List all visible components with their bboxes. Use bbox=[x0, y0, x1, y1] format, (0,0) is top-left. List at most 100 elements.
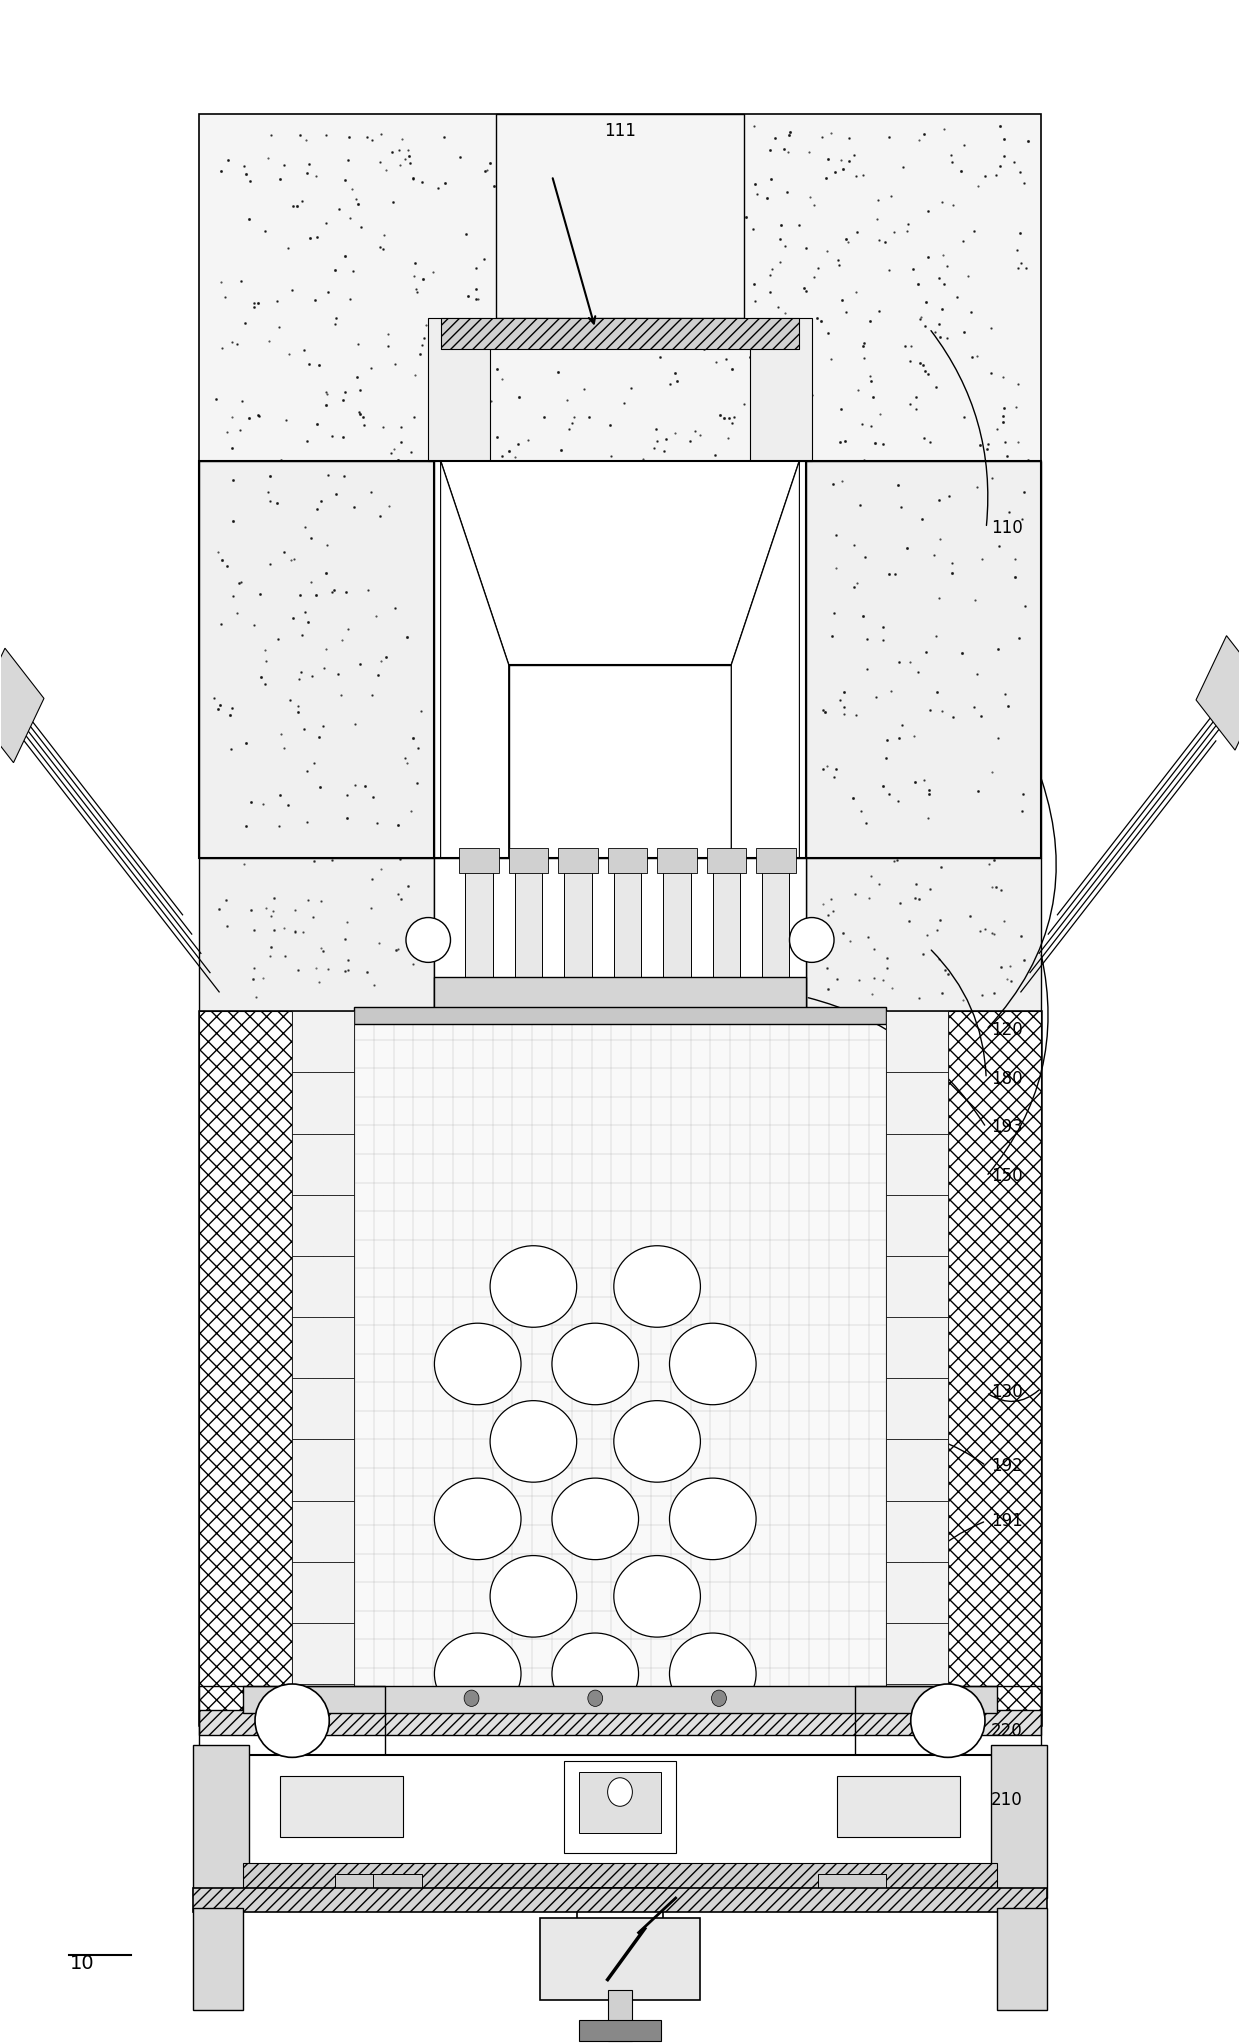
Ellipse shape bbox=[405, 917, 450, 962]
Polygon shape bbox=[1197, 635, 1240, 750]
Ellipse shape bbox=[490, 1246, 577, 1328]
Polygon shape bbox=[440, 462, 508, 858]
Bar bbox=[887, 1561, 947, 1622]
Bar bbox=[293, 1134, 353, 1195]
Bar bbox=[293, 1318, 353, 1379]
Bar bbox=[713, 858, 740, 981]
Bar bbox=[372, 1873, 422, 1890]
Ellipse shape bbox=[490, 1555, 577, 1636]
Bar bbox=[193, 1745, 249, 1898]
Bar bbox=[887, 1073, 947, 1134]
Bar bbox=[818, 1873, 887, 1890]
Bar bbox=[200, 462, 1040, 858]
Bar bbox=[564, 1761, 676, 1853]
Bar bbox=[579, 1771, 661, 1833]
Polygon shape bbox=[0, 648, 43, 762]
Text: 192: 192 bbox=[991, 1457, 1023, 1475]
Bar bbox=[756, 848, 796, 872]
Bar bbox=[887, 1011, 947, 1073]
Bar bbox=[887, 1256, 947, 1318]
Ellipse shape bbox=[670, 1324, 756, 1406]
Text: 193: 193 bbox=[991, 1118, 1023, 1136]
Bar bbox=[657, 848, 697, 872]
Bar bbox=[997, 1908, 1047, 2010]
Bar bbox=[243, 1685, 997, 1712]
Bar bbox=[200, 858, 434, 1011]
Bar bbox=[887, 1622, 947, 1683]
Text: 130: 130 bbox=[991, 1383, 1023, 1401]
Bar bbox=[887, 1134, 947, 1195]
Bar bbox=[440, 319, 800, 349]
Bar bbox=[887, 1318, 947, 1379]
Bar bbox=[614, 858, 641, 981]
Bar bbox=[193, 1908, 243, 2010]
Bar bbox=[508, 848, 548, 872]
Ellipse shape bbox=[608, 1777, 632, 1806]
Ellipse shape bbox=[434, 1324, 521, 1406]
Bar bbox=[887, 1379, 947, 1440]
Bar bbox=[608, 1990, 632, 2041]
Bar bbox=[293, 1379, 353, 1440]
Ellipse shape bbox=[670, 1477, 756, 1559]
Ellipse shape bbox=[552, 1477, 639, 1559]
Ellipse shape bbox=[434, 1477, 521, 1559]
Bar bbox=[200, 114, 1040, 462]
Bar bbox=[465, 858, 492, 981]
Polygon shape bbox=[440, 462, 800, 664]
Bar bbox=[558, 848, 598, 872]
Bar bbox=[608, 848, 647, 872]
Bar bbox=[750, 319, 812, 462]
Bar bbox=[200, 1011, 293, 1724]
Bar bbox=[353, 1007, 887, 1024]
Bar bbox=[336, 1873, 403, 1890]
Bar bbox=[280, 1775, 403, 1837]
Bar bbox=[200, 1710, 1040, 1735]
Bar bbox=[947, 1011, 1040, 1724]
Bar bbox=[200, 1011, 1040, 1724]
Bar bbox=[663, 858, 691, 981]
Text: 180: 180 bbox=[991, 1071, 1023, 1087]
Ellipse shape bbox=[670, 1632, 756, 1714]
Ellipse shape bbox=[255, 1683, 330, 1757]
Bar bbox=[577, 1888, 663, 1990]
Ellipse shape bbox=[552, 1324, 639, 1406]
Text: 10: 10 bbox=[69, 1953, 94, 1974]
Bar bbox=[837, 1775, 960, 1837]
Bar bbox=[856, 1685, 1040, 1755]
Bar bbox=[579, 2021, 661, 2041]
Bar bbox=[564, 858, 591, 981]
Bar bbox=[243, 1755, 997, 1867]
Text: 191: 191 bbox=[991, 1512, 1023, 1530]
Ellipse shape bbox=[614, 1246, 701, 1328]
Ellipse shape bbox=[614, 1401, 701, 1481]
Bar bbox=[293, 1256, 353, 1318]
Bar bbox=[707, 848, 746, 872]
Bar bbox=[200, 1685, 384, 1755]
Ellipse shape bbox=[434, 1632, 521, 1714]
Bar bbox=[293, 1073, 353, 1134]
Bar bbox=[293, 1440, 353, 1500]
Text: 220: 220 bbox=[991, 1722, 1023, 1741]
Bar bbox=[434, 858, 806, 1011]
Bar bbox=[428, 319, 490, 462]
Ellipse shape bbox=[790, 917, 835, 962]
Bar bbox=[293, 1622, 353, 1683]
Bar bbox=[806, 858, 1040, 1011]
Bar bbox=[440, 319, 800, 349]
Ellipse shape bbox=[464, 1690, 479, 1706]
Bar bbox=[293, 1561, 353, 1622]
Polygon shape bbox=[732, 462, 800, 858]
Ellipse shape bbox=[588, 1690, 603, 1706]
Bar bbox=[539, 1918, 701, 2000]
Text: 110: 110 bbox=[991, 519, 1023, 537]
Bar bbox=[434, 977, 806, 1011]
Text: 150: 150 bbox=[991, 1167, 1023, 1185]
Text: 120: 120 bbox=[991, 1022, 1023, 1038]
Bar bbox=[887, 1195, 947, 1256]
Bar bbox=[293, 1011, 353, 1073]
Bar bbox=[293, 1195, 353, 1256]
Ellipse shape bbox=[614, 1555, 701, 1636]
Bar bbox=[293, 1500, 353, 1561]
Bar bbox=[887, 1500, 947, 1561]
Text: 210: 210 bbox=[991, 1792, 1023, 1810]
